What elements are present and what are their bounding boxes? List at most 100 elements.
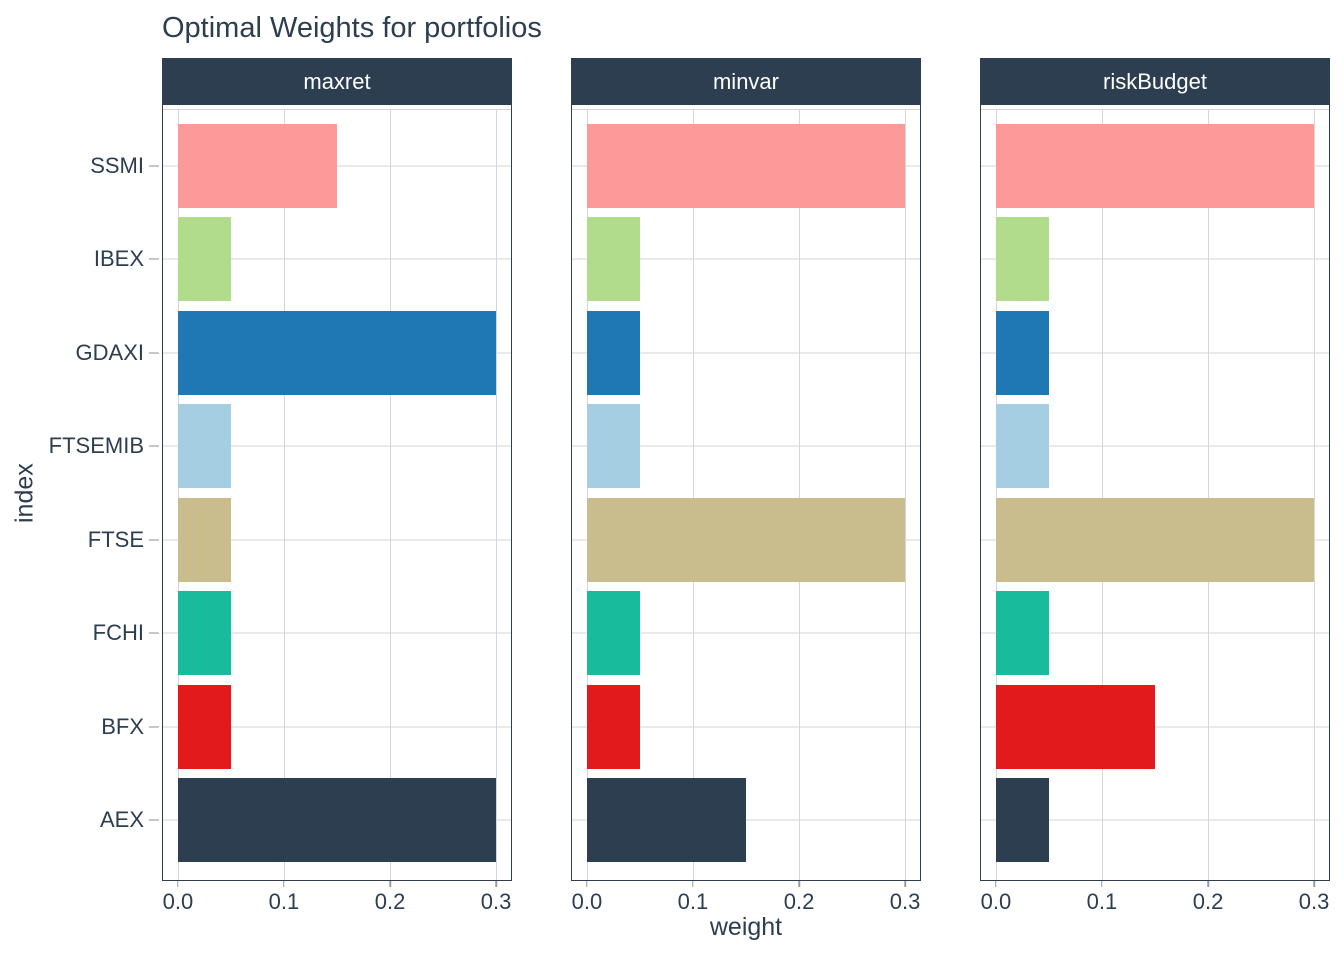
x-axis-tick-mark bbox=[995, 881, 997, 887]
x-axis-tick-mark bbox=[495, 881, 497, 887]
bar-minvar-FTSE bbox=[586, 497, 906, 582]
bar-riskBudget-IBEX bbox=[995, 217, 1049, 302]
bar-minvar-SSMI bbox=[586, 123, 906, 208]
panel-top-gridline bbox=[162, 109, 512, 110]
x-tick-label: 0.0 bbox=[162, 889, 194, 914]
x-axis-tick-mark bbox=[798, 881, 800, 887]
x-gridline bbox=[283, 109, 285, 881]
y-gridline bbox=[980, 445, 1330, 447]
x-tick-label: 0.2 bbox=[374, 889, 406, 914]
x-axis-tick-mark bbox=[1313, 881, 1315, 887]
x-gridline bbox=[177, 109, 179, 881]
bar-riskBudget-SSMI bbox=[995, 123, 1315, 208]
bar-maxret-FTSEMIB bbox=[177, 404, 231, 489]
x-gridline bbox=[905, 109, 907, 881]
bar-riskBudget-GDAXI bbox=[995, 310, 1049, 395]
facet-riskBudget: riskBudget 0.0 0.1 0.2 0.3 bbox=[980, 58, 1330, 918]
panel-maxret bbox=[162, 105, 512, 881]
x-tick-label: 0.1 bbox=[268, 889, 300, 914]
y-axis-tick-mark bbox=[149, 445, 159, 448]
x-axis-tick-mark bbox=[177, 881, 179, 887]
facet-strip-label: minvar bbox=[712, 68, 779, 94]
bar-maxret-GDAXI bbox=[177, 310, 497, 395]
bar-minvar-GDAXI bbox=[586, 310, 640, 395]
x-gridline bbox=[995, 109, 997, 881]
x-gridline bbox=[692, 109, 694, 881]
chart-title: Optimal Weights for portfolios bbox=[162, 12, 542, 44]
facet-strip: riskBudget bbox=[980, 58, 1330, 105]
y-gridline bbox=[980, 726, 1330, 728]
facets-container: maxret 0.0 0.1 0.2 0.3 minvar 0.0 0.1 0.2 0.3 risk… bbox=[162, 58, 1330, 918]
y-category-label: BFX bbox=[101, 713, 144, 739]
bar-riskBudget-FTSEMIB bbox=[995, 404, 1049, 489]
facet-strip-label: riskBudget bbox=[1103, 68, 1207, 94]
bar-minvar-FTSEMIB bbox=[586, 404, 640, 489]
bar-maxret-AEX bbox=[177, 778, 497, 863]
x-tick-label: 0.1 bbox=[1086, 889, 1118, 914]
x-gridline bbox=[1314, 109, 1316, 881]
y-gridline bbox=[571, 445, 921, 447]
y-gridline bbox=[571, 819, 921, 821]
bar-minvar-AEX bbox=[586, 778, 746, 863]
x-gridline bbox=[1101, 109, 1103, 881]
x-axis: 0.0 0.1 0.2 0.3 bbox=[571, 881, 921, 918]
x-axis-title: weight bbox=[709, 913, 783, 941]
y-gridline bbox=[162, 632, 512, 634]
y-gridline bbox=[980, 352, 1330, 354]
bar-riskBudget-FTSE bbox=[995, 497, 1315, 582]
x-axis-tick-mark bbox=[283, 881, 285, 887]
y-gridline bbox=[980, 632, 1330, 634]
x-gridline bbox=[799, 109, 801, 881]
facet-strip-label: maxret bbox=[303, 68, 371, 94]
y-axis-labels: SSMI IBEX GDAXI FTSEMIB FTSE FCHI BFX AEX bbox=[0, 105, 162, 881]
bar-maxret-FCHI bbox=[177, 591, 231, 676]
y-category-label: GDAXI bbox=[75, 339, 144, 365]
panel-riskBudget bbox=[980, 105, 1330, 881]
x-gridline bbox=[496, 109, 498, 881]
y-gridline bbox=[571, 258, 921, 260]
y-gridline bbox=[571, 352, 921, 354]
y-gridline bbox=[162, 726, 512, 728]
x-gridline bbox=[390, 109, 392, 881]
bar-maxret-FTSE bbox=[177, 497, 231, 582]
x-axis: 0.0 0.1 0.2 0.3 bbox=[980, 881, 1330, 918]
panel-top-gridline bbox=[571, 109, 921, 110]
bar-minvar-BFX bbox=[586, 684, 640, 769]
facet-strip: minvar bbox=[571, 58, 921, 105]
facet-maxret: maxret 0.0 0.1 0.2 0.3 bbox=[162, 58, 512, 918]
y-axis-tick-mark bbox=[149, 819, 159, 822]
y-axis-tick-mark bbox=[149, 258, 159, 261]
y-gridline bbox=[980, 819, 1330, 821]
bar-riskBudget-BFX bbox=[995, 684, 1155, 769]
y-axis-tick-mark bbox=[149, 725, 159, 728]
x-axis-tick-mark bbox=[389, 881, 391, 887]
bar-maxret-BFX bbox=[177, 684, 231, 769]
panel-top-gridline bbox=[980, 109, 1330, 110]
x-gridline bbox=[586, 109, 588, 881]
y-gridline bbox=[162, 445, 512, 447]
bar-minvar-FCHI bbox=[586, 591, 640, 676]
y-gridline bbox=[162, 165, 512, 167]
x-axis-tick-mark bbox=[1207, 881, 1209, 887]
y-axis-tick-mark bbox=[149, 632, 159, 635]
y-gridline bbox=[980, 258, 1330, 260]
bar-maxret-SSMI bbox=[177, 123, 337, 208]
x-tick-label: 0.0 bbox=[980, 889, 1012, 914]
x-tick-label: 0.3 bbox=[1298, 889, 1330, 914]
y-axis-tick-mark bbox=[149, 538, 159, 541]
x-axis-tick-mark bbox=[586, 881, 588, 887]
x-tick-label: 0.2 bbox=[783, 889, 815, 914]
bar-maxret-IBEX bbox=[177, 217, 231, 302]
y-gridline bbox=[571, 726, 921, 728]
x-axis-tick-mark bbox=[692, 881, 694, 887]
y-category-label: IBEX bbox=[93, 246, 144, 272]
y-category-label: SSMI bbox=[90, 152, 144, 178]
y-gridline bbox=[162, 258, 512, 260]
bar-minvar-IBEX bbox=[586, 217, 640, 302]
facet-strip: maxret bbox=[162, 58, 512, 105]
x-axis-tick-mark bbox=[904, 881, 906, 887]
x-tick-label: 0.3 bbox=[480, 889, 512, 914]
y-gridline bbox=[571, 632, 921, 634]
facet-minvar: minvar 0.0 0.1 0.2 0.3 bbox=[571, 58, 921, 918]
